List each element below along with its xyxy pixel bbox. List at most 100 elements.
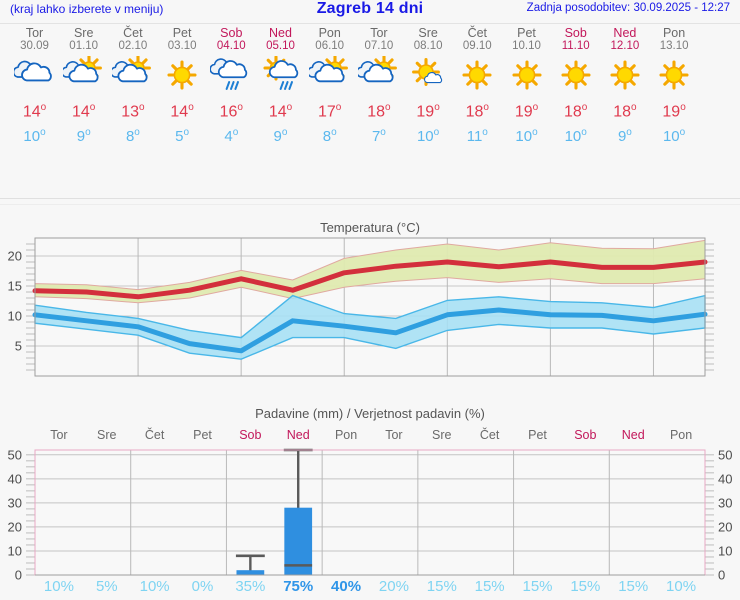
sunny-icon bbox=[156, 55, 208, 95]
day-max-temp: 14o bbox=[170, 102, 194, 121]
precipitation-chart-title: Padavine (mm) / Verjetnost padavin (%) bbox=[255, 406, 485, 421]
precipitation-probability-label: 15% bbox=[474, 578, 505, 595]
svg-text:50: 50 bbox=[718, 447, 732, 462]
section-divider bbox=[0, 198, 740, 199]
menu-hint: (kraj lahko izberete v meniju) bbox=[10, 2, 164, 16]
sunny-icon bbox=[550, 55, 602, 95]
svg-text:20: 20 bbox=[718, 519, 732, 534]
cloudy-icon bbox=[9, 55, 61, 95]
day-name: Sob bbox=[564, 26, 587, 40]
day-date: 03.10 bbox=[167, 40, 197, 52]
day-column[interactable]: Pet 10.10 19o 10o bbox=[501, 26, 553, 147]
svg-text:5: 5 bbox=[15, 339, 22, 354]
precipitation-day-label: Pon bbox=[669, 428, 693, 442]
day-name: Čet bbox=[467, 26, 488, 40]
precipitation-probability-label: 40% bbox=[331, 578, 362, 595]
day-max-temp: 18o bbox=[613, 102, 637, 121]
day-min-temp: 4o bbox=[224, 127, 239, 146]
day-date: 12.10 bbox=[610, 40, 640, 52]
day-date: 13.10 bbox=[659, 40, 689, 52]
precipitation-day-label: Ned bbox=[286, 428, 310, 442]
day-date: 04.10 bbox=[216, 40, 246, 52]
day-max-temp: 18o bbox=[465, 102, 489, 121]
svg-text:0: 0 bbox=[718, 568, 725, 583]
svg-text:50: 50 bbox=[8, 447, 22, 462]
precipitation-day-label: Sre bbox=[97, 428, 117, 442]
day-date: 08.10 bbox=[413, 40, 443, 52]
precipitation-day-label: Ned bbox=[621, 428, 645, 442]
precipitation-day-label: Pon bbox=[334, 428, 358, 442]
day-min-temp: 9o bbox=[273, 127, 288, 146]
day-min-temp: 11o bbox=[466, 127, 488, 146]
day-name: Tor bbox=[25, 26, 44, 40]
day-name: Pon bbox=[662, 26, 686, 40]
day-date: 05.10 bbox=[266, 40, 295, 52]
svg-text:10: 10 bbox=[718, 543, 732, 558]
svg-text:40: 40 bbox=[8, 471, 22, 486]
day-max-temp: 18o bbox=[564, 102, 588, 121]
svg-text:40: 40 bbox=[718, 471, 732, 486]
day-date: 07.10 bbox=[364, 40, 394, 52]
page-title: Zagreb 14 dni bbox=[316, 0, 424, 17]
day-min-temp: 10o bbox=[515, 127, 538, 146]
day-column[interactable]: Sob 11.10 18o 10o bbox=[550, 26, 602, 147]
precipitation-probability-label: 0% bbox=[191, 578, 214, 595]
day-column[interactable]: Sre 01.10 14o 9o bbox=[58, 26, 110, 147]
day-min-temp: 7o bbox=[371, 127, 386, 146]
day-name: Pet bbox=[172, 26, 192, 40]
day-date: 09.10 bbox=[462, 40, 492, 52]
precipitation-probability-label: 10% bbox=[43, 578, 74, 595]
day-min-temp: 8o bbox=[322, 127, 337, 146]
day-max-temp: 16o bbox=[219, 102, 243, 121]
day-min-temp: 10o bbox=[564, 127, 587, 146]
precipitation-chart: 0 0 10 10 20 20 30 30 40 40 50 50 bbox=[0, 424, 740, 584]
day-column[interactable]: Pon 13.10 19o 10o bbox=[648, 26, 700, 147]
day-max-temp: 19o bbox=[416, 102, 440, 121]
day-name: Sre bbox=[73, 26, 94, 40]
partly-sunny-icon bbox=[58, 55, 110, 95]
svg-text:15: 15 bbox=[8, 279, 22, 294]
sun-small-cloud-icon bbox=[402, 55, 454, 95]
header-divider bbox=[0, 23, 740, 24]
day-column[interactable]: Ned 12.10 18o 9o bbox=[599, 26, 651, 147]
precipitation-day-label: Pet bbox=[528, 428, 547, 442]
sunny-icon bbox=[501, 55, 553, 95]
last-updated: Zadnja posodobitev: 30.09.2025 - 12:27 bbox=[526, 2, 730, 14]
day-date: 06.10 bbox=[315, 40, 345, 52]
day-name: Pet bbox=[517, 26, 536, 40]
day-max-temp: 14o bbox=[22, 102, 47, 121]
day-name: Tor bbox=[370, 26, 388, 40]
day-column[interactable]: Sre 08.10 19o 10o bbox=[402, 26, 454, 147]
temperature-chart: 5 10 15 20 bbox=[0, 236, 740, 396]
day-column[interactable]: Pon 06.10 17o 8o bbox=[304, 26, 356, 147]
day-max-temp: 14o bbox=[72, 102, 96, 121]
day-name: Sre bbox=[418, 26, 438, 40]
precipitation-probability-label: 15% bbox=[570, 578, 601, 595]
day-column[interactable]: Ned 05.10 14o 9o bbox=[255, 26, 307, 147]
svg-text:0: 0 bbox=[15, 568, 22, 583]
day-min-temp: 10o bbox=[416, 127, 440, 146]
day-date: 01.10 bbox=[69, 40, 99, 52]
precipitation-day-label: Tor bbox=[50, 428, 68, 442]
day-name: Ned bbox=[269, 26, 292, 40]
day-name: Sob bbox=[220, 26, 243, 40]
day-name: Ned bbox=[613, 26, 637, 40]
precipitation-probability-label: 15% bbox=[522, 578, 553, 595]
day-min-temp: 9o bbox=[617, 127, 632, 146]
day-min-temp: 10o bbox=[662, 127, 686, 146]
sunny-icon bbox=[648, 55, 700, 95]
day-column[interactable]: Sob 04.10 16o 4o bbox=[205, 26, 257, 147]
precipitation-probability-label: 20% bbox=[378, 578, 409, 595]
precipitation-day-label: Čet bbox=[144, 428, 165, 442]
day-column[interactable]: Tor 30.09 14o 10o bbox=[9, 26, 61, 147]
page-header: (kraj lahko izberete v meniju) Zagreb 14… bbox=[0, 0, 740, 22]
precipitation-probability-label: 15% bbox=[618, 578, 649, 595]
sunny-icon bbox=[451, 55, 503, 95]
day-max-temp: 18o bbox=[367, 102, 391, 121]
day-column[interactable]: Pet 03.10 14o 5o bbox=[156, 26, 208, 147]
day-column[interactable]: Čet 02.10 13o 8o bbox=[107, 26, 159, 147]
partly-sunny-icon bbox=[353, 55, 405, 95]
day-column[interactable]: Čet 09.10 18o 11o bbox=[451, 26, 503, 147]
day-column[interactable]: Tor 07.10 18o 7o bbox=[353, 26, 405, 147]
